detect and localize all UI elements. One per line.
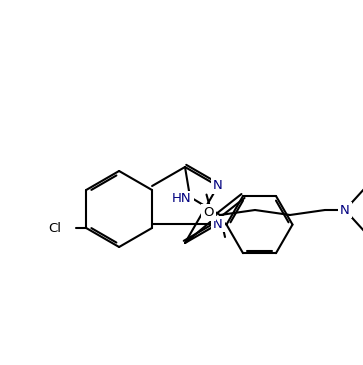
Text: N: N xyxy=(213,180,223,192)
Text: N: N xyxy=(340,204,350,216)
Text: Cl: Cl xyxy=(49,222,62,234)
Text: O: O xyxy=(203,206,214,219)
Text: N: N xyxy=(213,218,223,231)
Text: HN: HN xyxy=(172,192,192,205)
